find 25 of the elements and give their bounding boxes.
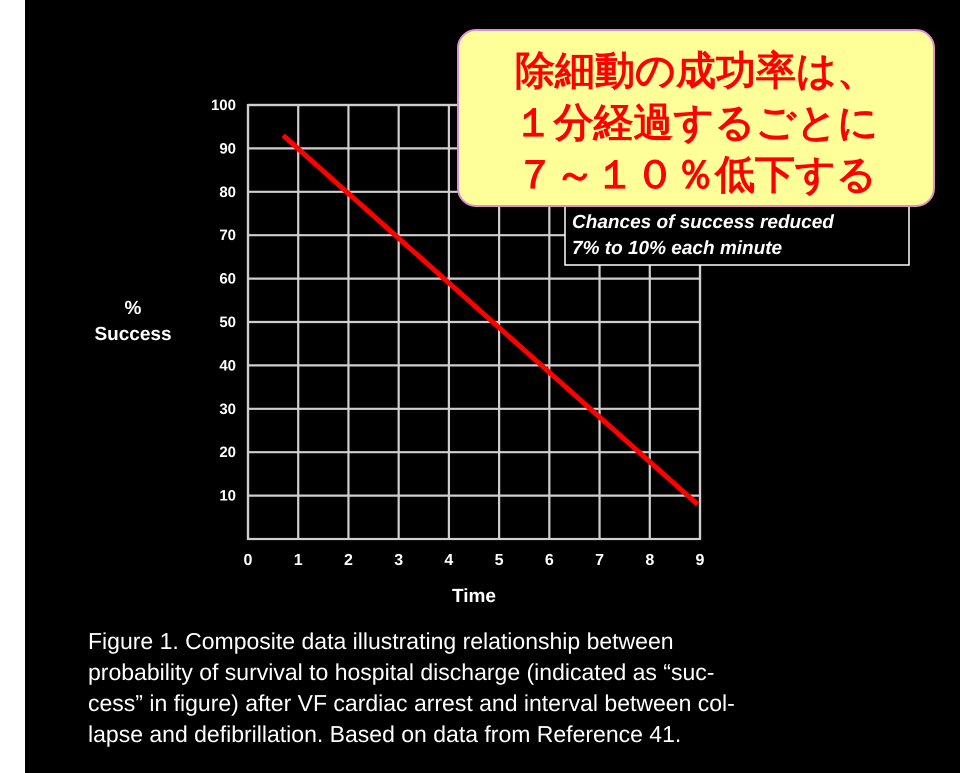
y-tick-label: 40 bbox=[219, 357, 236, 374]
x-tick-label: 4 bbox=[444, 552, 454, 569]
x-axis-title: Time bbox=[452, 586, 496, 607]
y-axis-title: % Success bbox=[94, 298, 172, 345]
y-tick-label: 20 bbox=[219, 444, 236, 462]
x-tick-label: 7 bbox=[595, 552, 604, 569]
y-tick-label: 50 bbox=[219, 314, 236, 331]
y-tick-label: 60 bbox=[219, 270, 236, 288]
x-tick-label: 9 bbox=[696, 552, 705, 569]
x-tick-label: 6 bbox=[544, 552, 554, 569]
y-tick-label: 30 bbox=[219, 400, 236, 418]
x-tick-label: 5 bbox=[494, 552, 504, 569]
caption: Figure 1. Composite data illustrating relationship between probability of survival to hospital discharge (indicated as “suc- cess” in figure) after VF cardiac arrest and interval between col- lapse and defibrillation. Based on data from Reference 41. bbox=[88, 628, 735, 747]
y-tick-label: 100 bbox=[210, 97, 236, 114]
y-tick-label: 80 bbox=[219, 184, 236, 201]
y-tick-label: 10 bbox=[219, 488, 236, 505]
x-tick-label: 2 bbox=[344, 552, 353, 569]
x-tick-label: 8 bbox=[645, 552, 654, 569]
y-tick-label: 70 bbox=[219, 227, 236, 244]
annotation: Chances of success reduced 7% to 10% each minute bbox=[572, 212, 834, 259]
y-tick-label: 90 bbox=[219, 140, 236, 158]
annotation: 除細動の成功率は、１分経過するごとに７～１０％低下する bbox=[514, 49, 878, 197]
x-tick-label: 1 bbox=[294, 552, 303, 569]
x-tick-label: 0 bbox=[244, 552, 253, 569]
x-tick-label: 3 bbox=[394, 552, 404, 569]
